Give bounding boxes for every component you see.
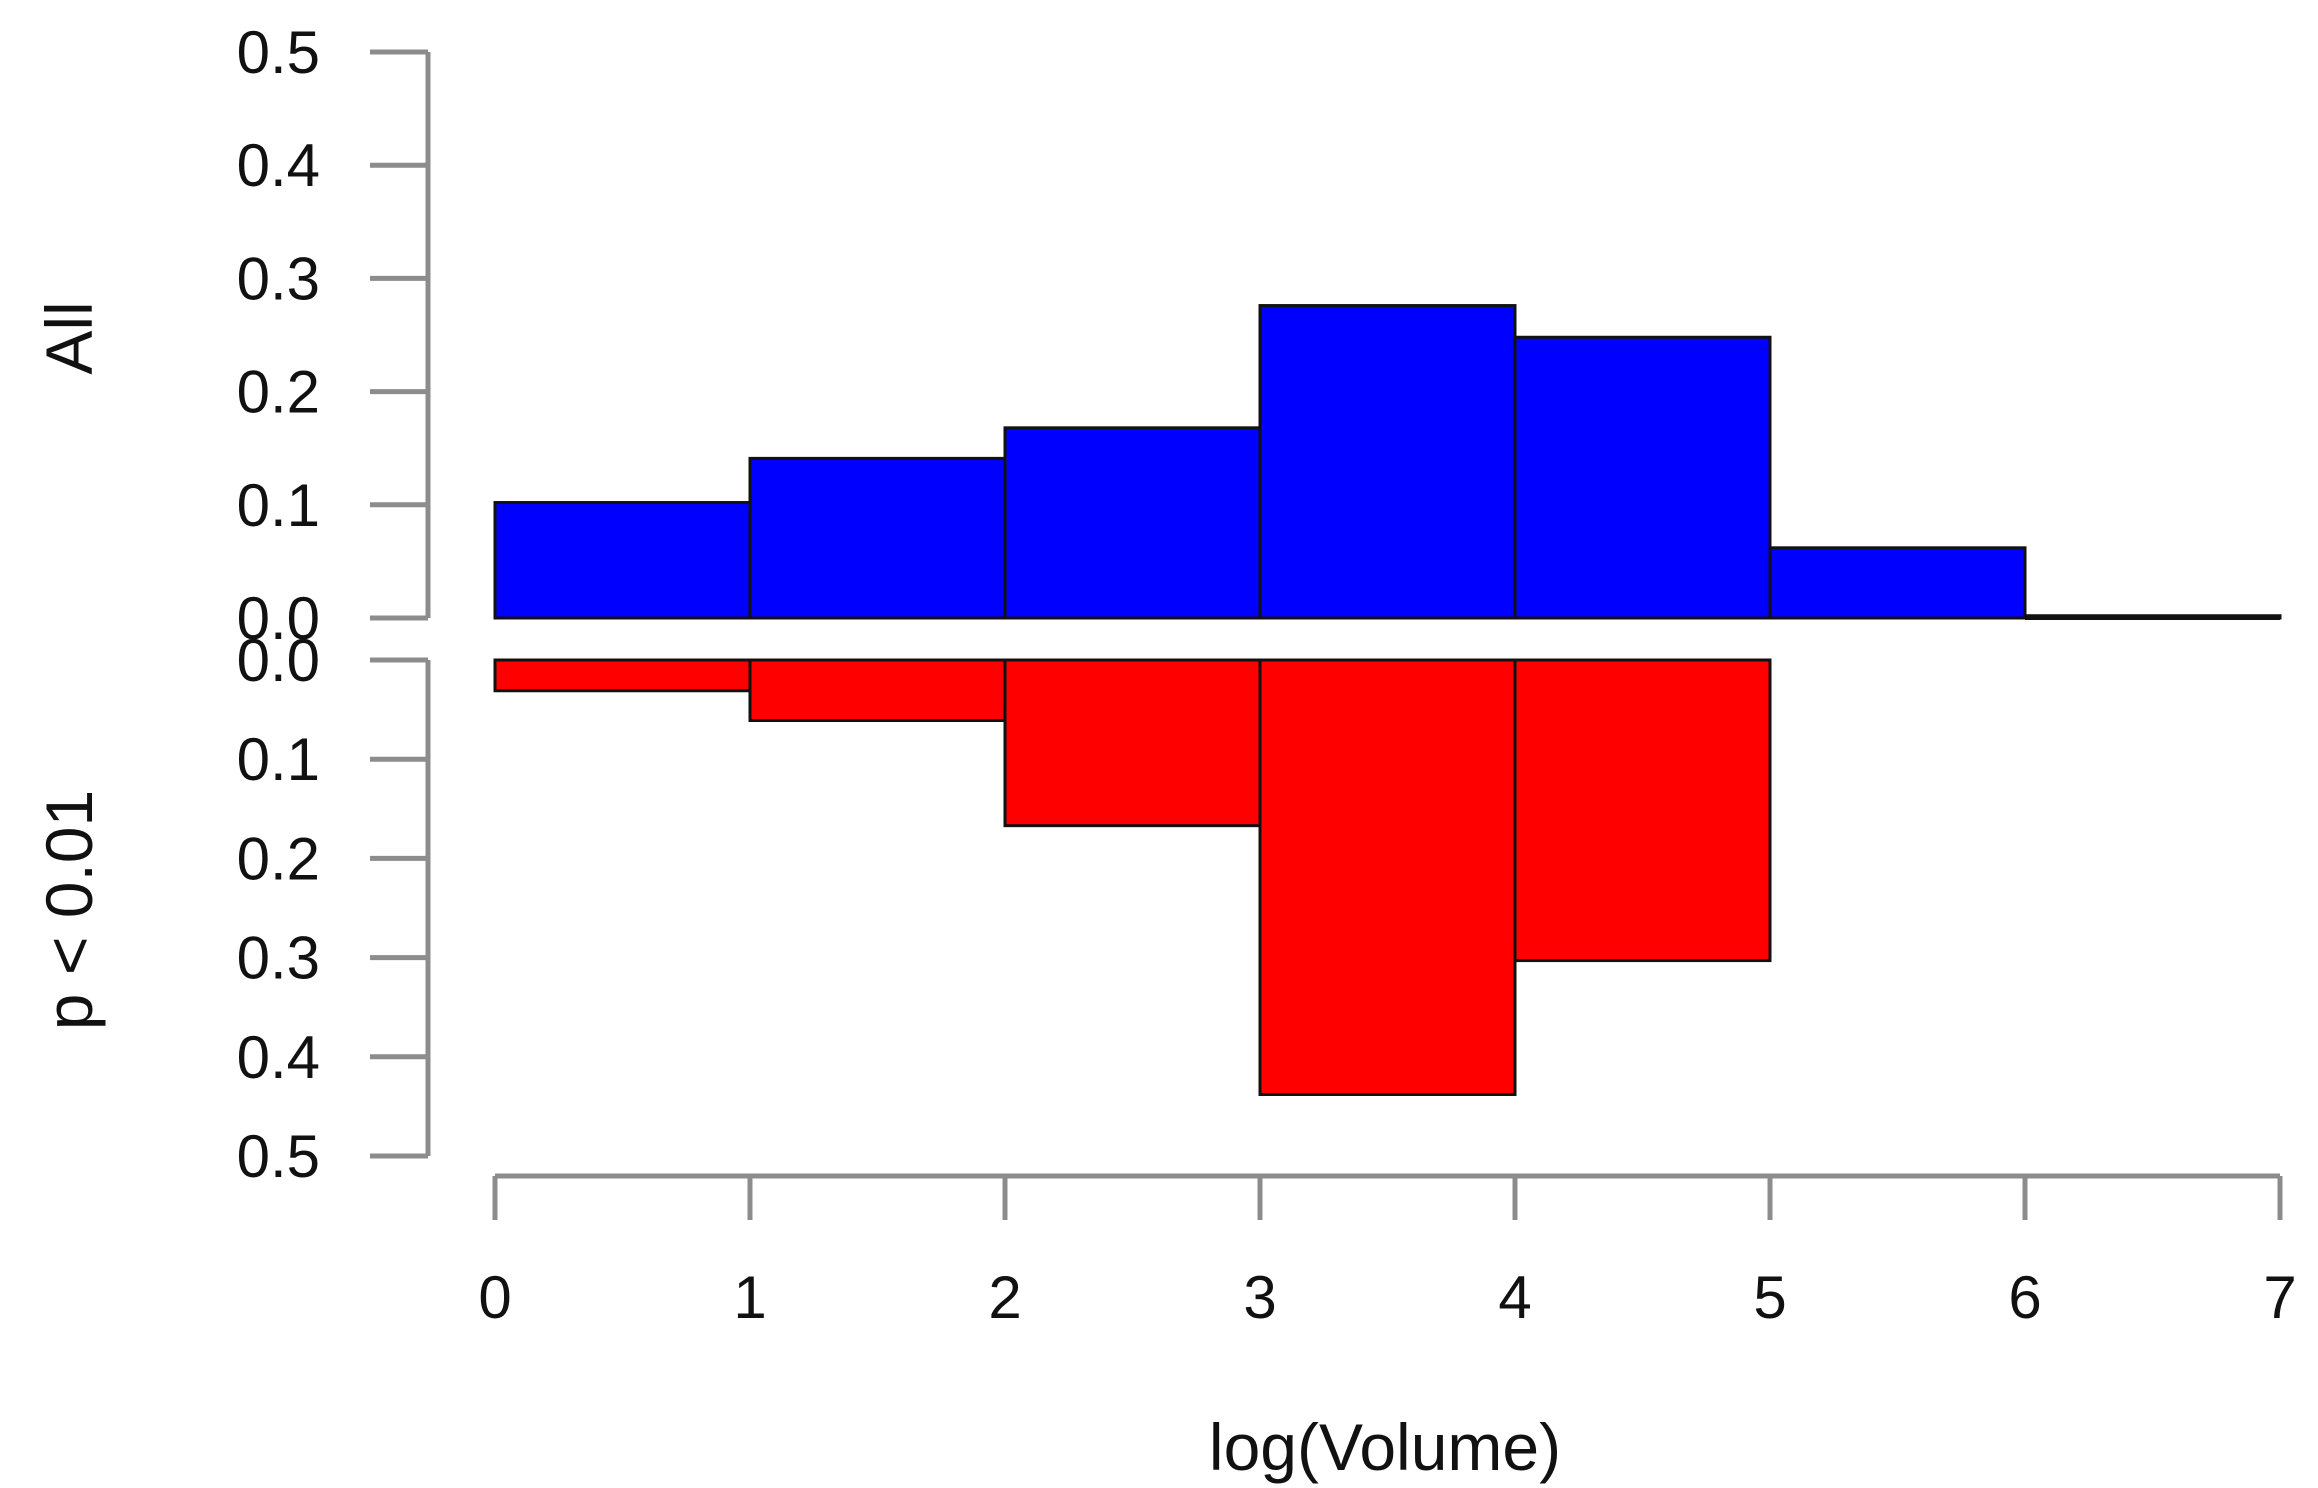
all-bars-group: [493, 304, 2282, 620]
all-y-tick-label-1: 0.1: [237, 472, 320, 539]
x-tick-label-0: 0: [478, 1264, 511, 1331]
p-value-bars-group: [493, 658, 1772, 1096]
all-bar-5: [1768, 546, 2027, 620]
all-y-tick-label-4: 0.4: [237, 132, 320, 199]
p-value-bar-2: [1003, 658, 1262, 828]
p-value-y-tick-label-1: 0.1: [237, 726, 320, 793]
all-bar-3: [1258, 304, 1517, 620]
all-bar-1: [748, 456, 1007, 620]
x-tick-label-4: 4: [1498, 1264, 1531, 1331]
p-value-y-tick-label-2: 0.2: [237, 825, 320, 892]
x-axis: 0 1 2 3 4 5 6 7: [478, 1173, 2297, 1331]
all-y-tick-label-3: 0.3: [237, 245, 320, 312]
y-axis-label-all: All: [32, 301, 106, 374]
all-y-tick-label-0: 0.0: [237, 585, 320, 652]
x-tick-label-5: 5: [1753, 1264, 1786, 1331]
all-bar-0: [493, 501, 752, 620]
p-value-y-tick-label-3: 0.3: [237, 925, 320, 992]
all-y-axis: 0.0 0.1 0.2 0.3 0.4 0.5: [237, 19, 431, 652]
p-value-bar-1: [748, 658, 1007, 723]
y-axis-label-p: p < 0.01: [32, 790, 106, 1030]
all-bar-4: [1513, 335, 1772, 620]
x-axis-label: log(Volume): [1209, 1410, 1561, 1484]
x-tick-label-1: 1: [733, 1264, 766, 1331]
p-value-y-tick-label-0: 0.0: [237, 627, 320, 694]
p-value-bar-0: [493, 658, 752, 693]
p-value-y-axis: 0.0 0.1 0.2 0.3 0.4 0.5: [237, 627, 431, 1190]
all-y-tick-label-2: 0.2: [237, 359, 320, 426]
x-tick-label-2: 2: [988, 1264, 1021, 1331]
x-tick-label-7: 7: [2263, 1264, 2296, 1331]
p-value-bar-4: [1513, 658, 1772, 963]
p-value-y-tick-label-4: 0.4: [237, 1024, 320, 1091]
all-bar-2: [1003, 426, 1262, 620]
p-value-y-tick-label-5: 0.5: [237, 1123, 320, 1190]
all-y-tick-label-5: 0.5: [237, 19, 320, 86]
x-tick-label-3: 3: [1243, 1264, 1276, 1331]
x-tick-label-6: 6: [2008, 1264, 2041, 1331]
p-value-bar-3: [1258, 658, 1517, 1096]
